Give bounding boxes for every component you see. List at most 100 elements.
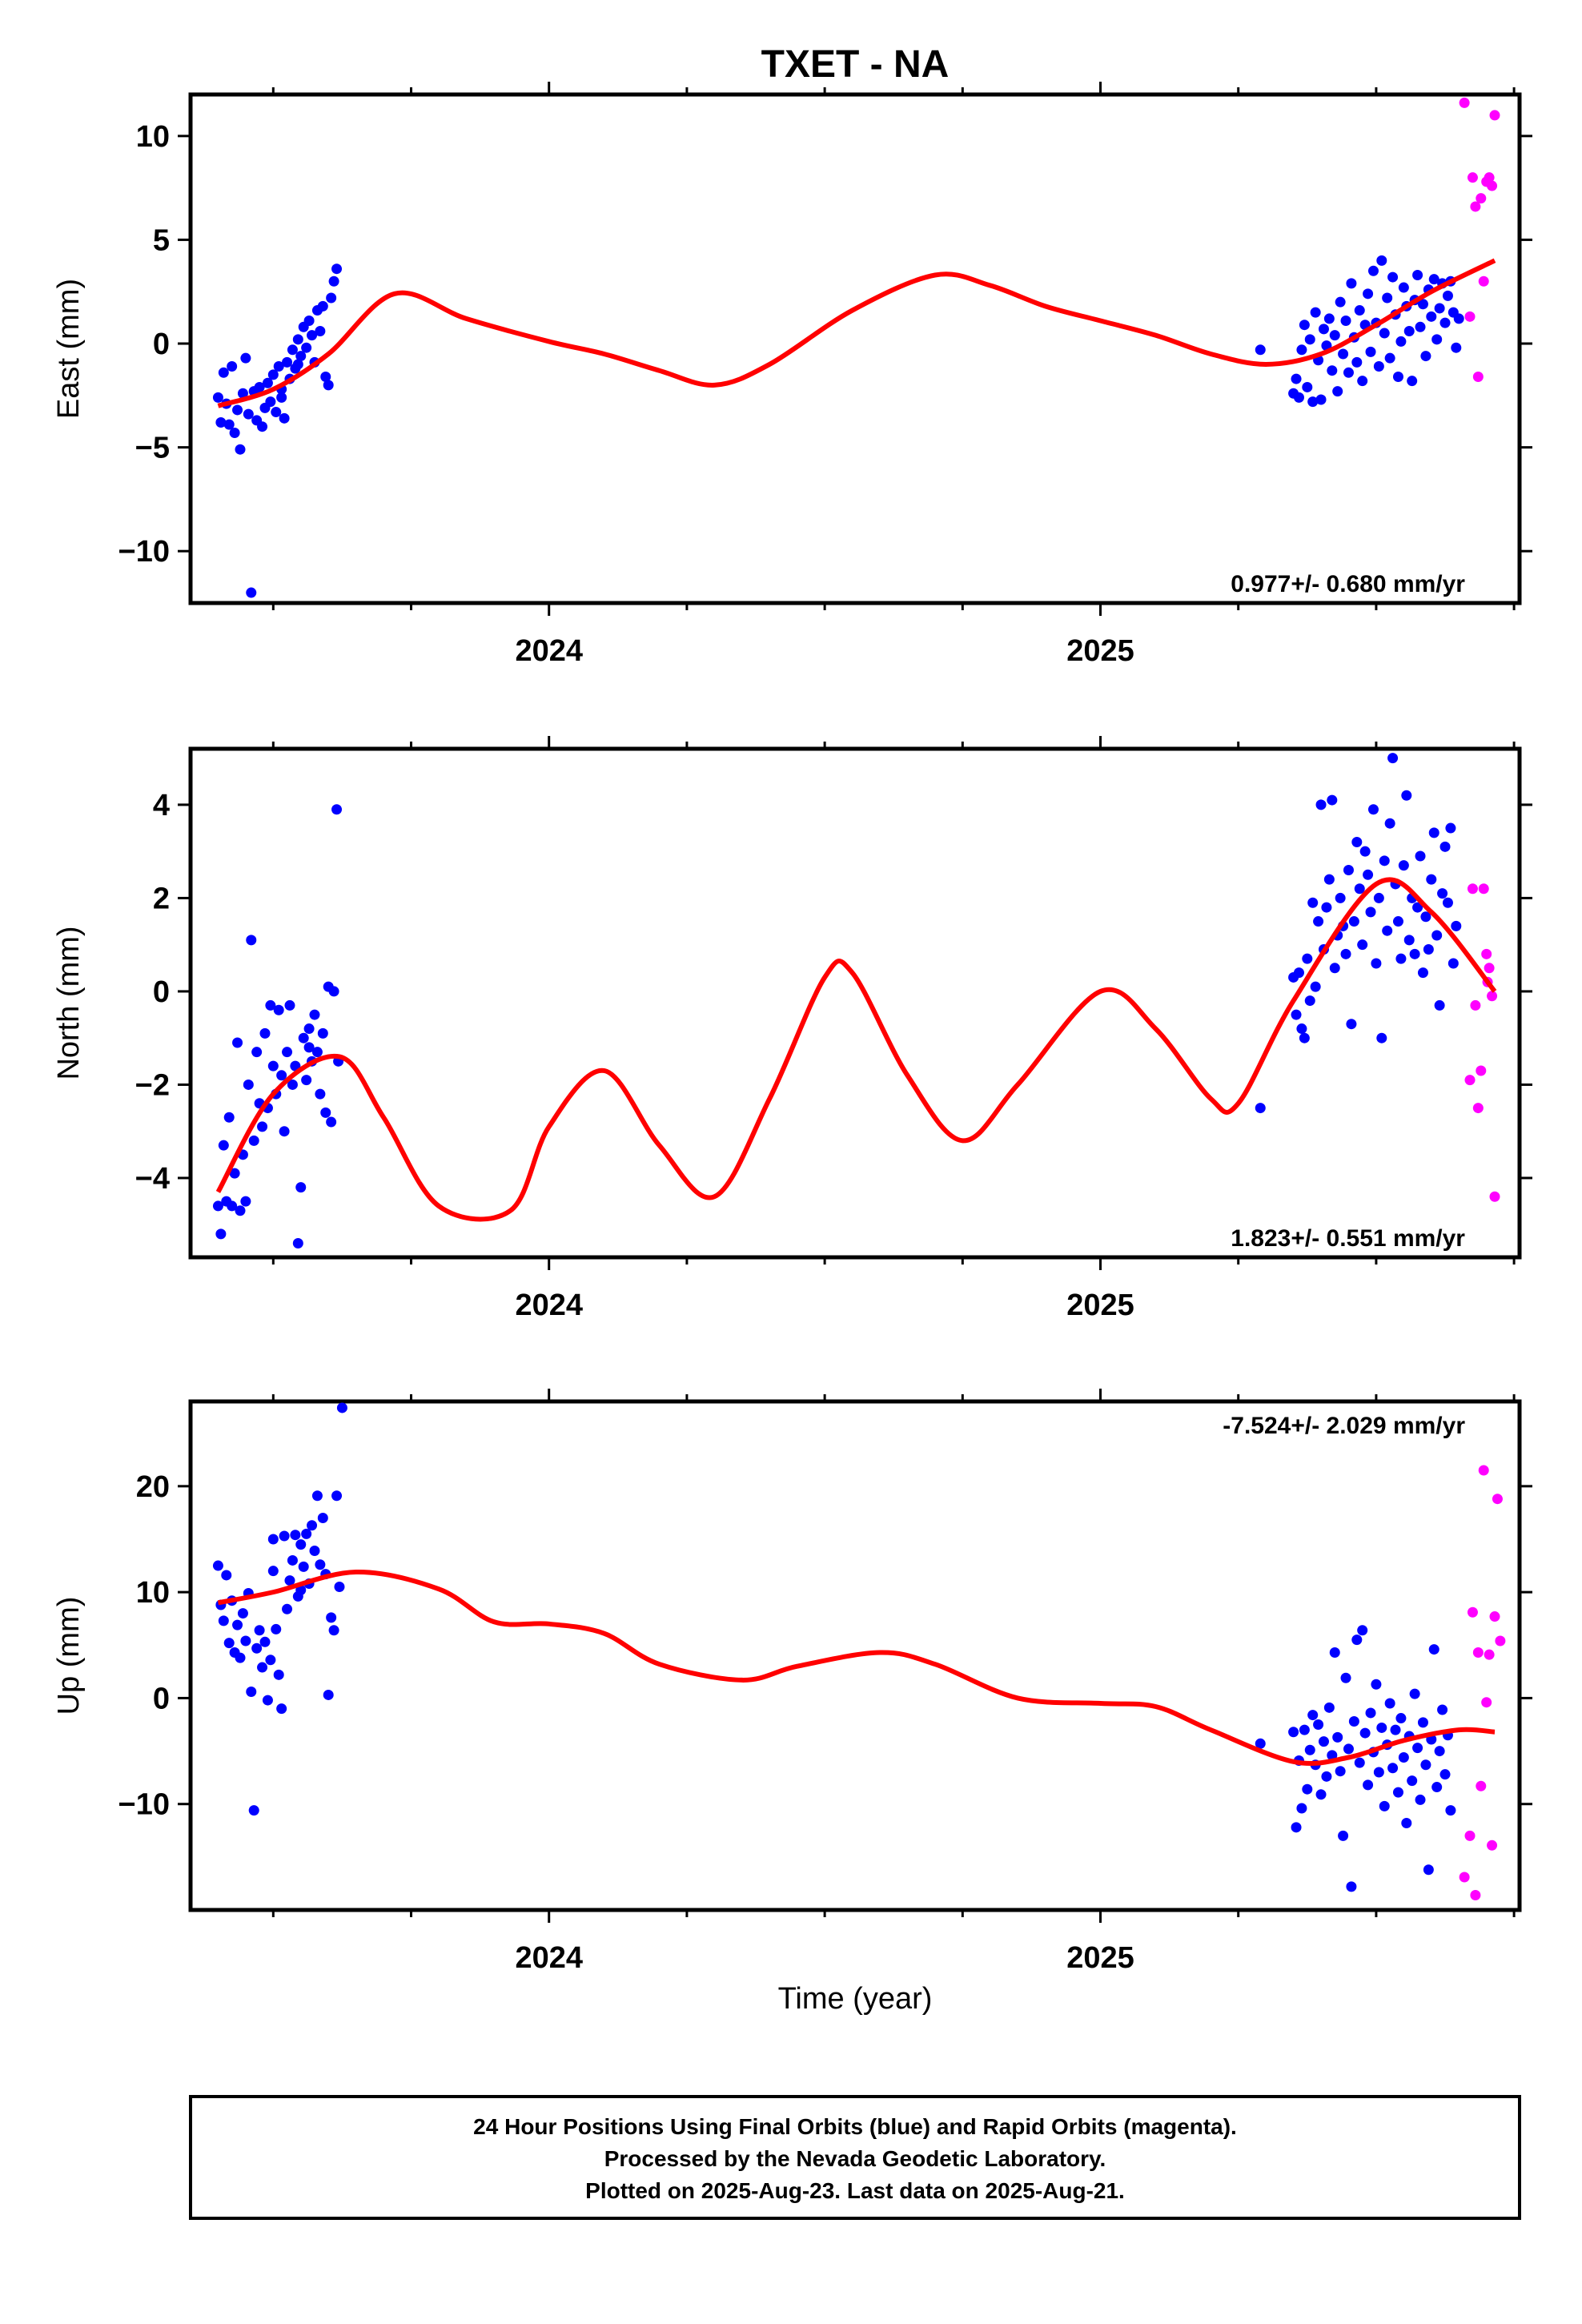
north-final-point	[1335, 892, 1346, 903]
north-y-tick-label: 2	[153, 882, 170, 915]
north-panel: 2024 2025 −4 −2 0 2 4 North (mm) 1.823+/- 0.551 …	[52, 736, 1532, 1322]
east-final-point	[1329, 330, 1340, 341]
east-y-axis-label: East (mm)	[52, 279, 86, 419]
up-rapid-point	[1478, 1465, 1489, 1476]
north-final-point	[257, 1121, 268, 1132]
up-final-point	[1329, 1647, 1340, 1659]
up-rapid-point	[1495, 1635, 1506, 1647]
up-final-point	[237, 1608, 248, 1619]
east-final-point	[265, 396, 276, 408]
up-final-point	[1288, 1727, 1299, 1738]
up-final-point	[309, 1546, 320, 1557]
north-final-point	[287, 1079, 298, 1090]
north-final-point	[292, 1238, 303, 1249]
up-rapid-point	[1472, 1647, 1484, 1659]
up-final-point	[1302, 1783, 1313, 1795]
east-final-point	[1398, 282, 1409, 293]
north-rapid-point	[1487, 991, 1498, 1002]
up-model-curve	[217, 1569, 1496, 1766]
east-rate-label: 0.977+/- 0.680 mm/yr	[1231, 571, 1465, 597]
up-final-point	[1343, 1743, 1354, 1755]
east-final-point	[303, 316, 315, 327]
north-final-point	[1373, 892, 1384, 903]
north-x-tick-label: 2024	[515, 1289, 583, 1322]
east-final-point	[1434, 303, 1445, 314]
up-final-point	[240, 1635, 251, 1647]
east-final-point	[326, 292, 337, 304]
east-final-point	[276, 392, 287, 403]
east-rapid-point	[1464, 311, 1476, 322]
up-final-point	[267, 1534, 279, 1545]
up-final-point	[1299, 1724, 1310, 1735]
up-final-point	[1291, 1822, 1302, 1833]
east-rapid-point	[1484, 172, 1495, 183]
up-final-point	[1415, 1794, 1426, 1805]
up-final-point	[298, 1561, 309, 1572]
north-final-point	[1363, 869, 1374, 880]
up-final-point	[1417, 1717, 1428, 1728]
north-rapid-point	[1470, 999, 1481, 1011]
north-final-point	[251, 1047, 263, 1058]
up-final-point	[218, 1615, 229, 1626]
east-final-point	[232, 404, 243, 416]
east-final-point	[267, 369, 279, 380]
footer-line-2: Processed by the Nevada Geodetic Laborat…	[604, 2146, 1106, 2171]
north-final-point	[303, 1042, 315, 1053]
east-x-tick-label: 2025	[1066, 634, 1134, 668]
up-y-axis-label: Up (mm)	[52, 1597, 86, 1715]
east-final-point	[1365, 346, 1376, 357]
east-final-point	[1310, 307, 1321, 318]
east-final-point	[1420, 351, 1431, 362]
up-final-point	[1423, 1864, 1434, 1876]
up-final-point	[1332, 1731, 1343, 1743]
north-final-point	[1359, 846, 1371, 857]
east-final-point	[271, 407, 282, 418]
east-final-point	[1363, 288, 1374, 300]
up-final-point	[1434, 1746, 1445, 1757]
north-final-point	[1439, 841, 1451, 852]
east-final-point	[323, 380, 334, 391]
north-final-point	[212, 1200, 223, 1212]
east-final-point	[246, 587, 257, 598]
up-final-point	[1313, 1719, 1324, 1730]
up-final-point	[328, 1625, 339, 1636]
up-y-tick-label: 0	[153, 1682, 170, 1715]
east-final-point	[282, 356, 293, 368]
east-final-point	[1373, 361, 1384, 372]
north-rapid-point	[1489, 1191, 1500, 1202]
north-final-point	[1348, 916, 1359, 927]
up-final-point	[1412, 1743, 1423, 1754]
up-final-point	[1398, 1752, 1409, 1763]
north-model-curve	[215, 877, 1497, 1222]
east-final-point	[315, 325, 326, 336]
north-final-point	[315, 1088, 326, 1100]
up-final-point	[1409, 1688, 1420, 1699]
east-rapid-point	[1489, 110, 1500, 121]
up-final-point	[1318, 1736, 1329, 1747]
up-panel: 2024 2025 −10 0 10 20 Up (mm) -7.524+/- 2.029 m…	[52, 1389, 1532, 1975]
east-final-point	[1293, 392, 1304, 403]
up-final-point	[1354, 1757, 1365, 1768]
north-final-point	[298, 1032, 309, 1043]
north-final-point	[276, 1070, 287, 1081]
north-final-point	[1451, 920, 1462, 931]
up-final-point	[265, 1655, 276, 1666]
north-final-point	[1447, 958, 1459, 969]
north-final-point	[1346, 1019, 1357, 1030]
up-final-point	[246, 1686, 257, 1697]
north-final-point	[309, 1009, 320, 1020]
north-rapid-point	[1481, 948, 1492, 959]
east-final-point	[254, 381, 265, 392]
east-final-point	[1335, 296, 1346, 308]
east-final-point	[1340, 316, 1351, 327]
east-final-point	[215, 417, 227, 428]
east-final-point	[328, 275, 339, 287]
footer-frame	[189, 2095, 1521, 2220]
east-final-point	[1299, 320, 1310, 331]
east-final-point	[1412, 269, 1423, 280]
east-final-point	[1343, 367, 1354, 378]
up-final-point	[311, 1490, 323, 1502]
up-final-point	[282, 1603, 293, 1614]
up-final-point	[1340, 1672, 1351, 1683]
up-final-point	[267, 1566, 279, 1577]
